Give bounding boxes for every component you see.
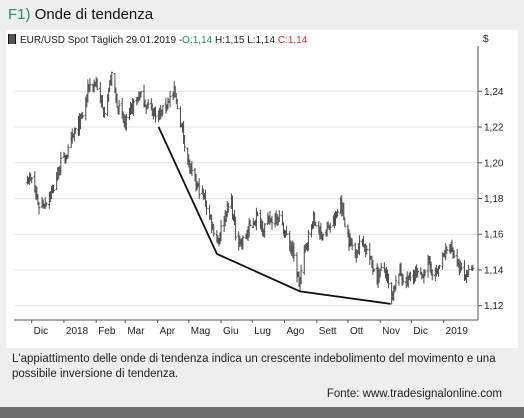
x-tick-label: Mar — [127, 326, 145, 337]
legend-low: L:1,14 — [247, 35, 276, 46]
legend-high: H:1,15 — [214, 35, 245, 46]
figure-title: F1) Onde di tendenza — [8, 6, 153, 23]
x-tick-label: Mag — [191, 326, 210, 337]
chart-legend: EUR/USD Spot Täglich 29.01.2019 -O:1,14 … — [8, 34, 307, 48]
y-tick-label: 1,24 — [484, 87, 504, 98]
legend-open: O:1,14 — [182, 35, 213, 46]
currency-symbol: $ — [483, 34, 489, 45]
figure-number: F1) — [8, 6, 31, 23]
figure-title-text: Onde di tendenza — [34, 6, 154, 23]
x-tick-label: Giu — [223, 326, 239, 337]
x-tick-label: Lug — [254, 326, 271, 337]
y-tick-label: 1,22 — [484, 123, 504, 134]
x-tick-label: Apr — [160, 326, 176, 337]
figure-source: Fonte: www.tradesignalonline.com — [326, 388, 502, 400]
y-tick-label: 1,12 — [484, 301, 504, 312]
legend-instrument: EUR/USD Spot Täglich — [20, 35, 124, 46]
bottom-bar — [0, 407, 524, 418]
figure-caption: L'appiattimento delle onde di tendenza i… — [12, 353, 496, 380]
y-tick-label: 1,16 — [484, 230, 504, 241]
x-tick-label: Feb — [98, 326, 116, 337]
y-tick-label: 1,18 — [484, 194, 504, 205]
x-tick-label: Ott — [350, 326, 364, 337]
trend-wave-line — [157, 126, 391, 305]
y-tick-label: 1,14 — [484, 265, 504, 276]
x-tick-label: 2018 — [66, 326, 89, 337]
x-tick-label: Dic — [34, 326, 48, 337]
x-tick-label: Ago — [286, 326, 304, 337]
ohlc-bar-icon — [8, 34, 16, 44]
legend-close: C:1,14 — [277, 35, 308, 46]
legend-date: 29.01.2019 — [125, 35, 177, 46]
y-tick-label: 1,20 — [484, 158, 504, 169]
x-tick-label: 2019 — [446, 326, 469, 337]
x-tick-label: Sett — [319, 326, 337, 337]
x-tick-label: Nov — [382, 326, 400, 337]
legend-separator: - — [178, 35, 183, 46]
x-tick-label: Dic — [413, 326, 427, 337]
chart-panel — [6, 30, 518, 348]
